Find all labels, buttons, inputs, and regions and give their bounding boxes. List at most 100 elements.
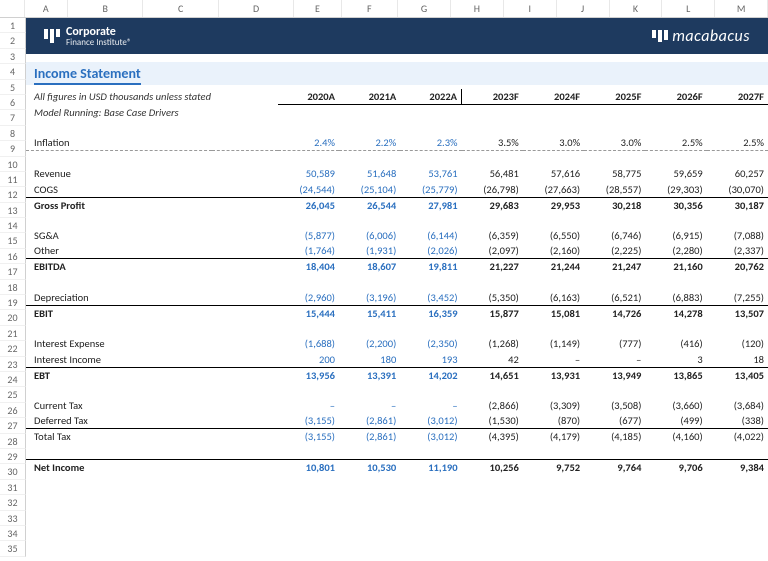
cell-forecast[interactable]: 15,877 — [462, 305, 523, 321]
cell-historical[interactable]: (1,764) — [278, 243, 339, 259]
row-header-cell[interactable]: 11 — [0, 172, 26, 187]
row-header-cell[interactable]: 13 — [0, 203, 26, 218]
row-header-cell[interactable]: 32 — [0, 495, 26, 510]
cell-historical[interactable]: 15,411 — [339, 305, 400, 321]
cell-historical[interactable]: 18,404 — [278, 259, 339, 275]
cell-forecast[interactable]: 15,081 — [523, 305, 584, 321]
cell-historical[interactable]: 11,190 — [400, 460, 461, 476]
row-header-cell[interactable]: 12 — [0, 187, 26, 202]
cell-forecast[interactable]: (3,309) — [523, 398, 584, 413]
cell-historical[interactable]: 27,981 — [400, 197, 461, 213]
cell-forecast[interactable]: (4,160) — [645, 429, 706, 445]
col-header-cell[interactable]: F — [342, 0, 399, 17]
cell-forecast[interactable]: 14,278 — [645, 305, 706, 321]
cell-forecast[interactable]: (7,088) — [707, 228, 768, 243]
col-header-cell[interactable]: A — [25, 0, 68, 17]
cell-historical[interactable]: 15,444 — [278, 305, 339, 321]
cell-forecast[interactable]: 56,481 — [462, 166, 523, 181]
cell-forecast[interactable]: 14,726 — [584, 305, 645, 321]
row-header-cell[interactable]: 14 — [0, 218, 26, 233]
cell-historical[interactable]: (3,155) — [278, 413, 339, 429]
row-header-cell[interactable]: 1 — [0, 18, 26, 33]
cell-forecast[interactable]: (1,530) — [462, 413, 523, 429]
cell-forecast[interactable]: 30,218 — [584, 197, 645, 213]
cell-forecast[interactable]: (4,179) — [523, 429, 584, 445]
col-header-cell[interactable]: E — [294, 0, 341, 17]
row-header-cell[interactable]: 15 — [0, 233, 26, 248]
cell-historical[interactable]: 18,607 — [339, 259, 400, 275]
row-header-cell[interactable]: 25 — [0, 387, 26, 402]
cell-forecast[interactable]: (777) — [584, 336, 645, 351]
cell-historical[interactable]: 10,530 — [339, 460, 400, 476]
row-header-cell[interactable]: 17 — [0, 264, 26, 279]
cell-forecast[interactable]: (2,097) — [462, 243, 523, 259]
cell-historical[interactable]: (1,688) — [278, 336, 339, 351]
cell-historical[interactable]: (24,544) — [278, 182, 339, 198]
cell-historical[interactable]: – — [339, 398, 400, 413]
cell-forecast[interactable]: (5,350) — [462, 290, 523, 306]
row-header-cell[interactable]: 4 — [0, 64, 26, 79]
cell-forecast[interactable]: 13,865 — [645, 367, 706, 383]
cell-forecast[interactable]: (6,163) — [523, 290, 584, 306]
cell-historical[interactable]: 14,202 — [400, 367, 461, 383]
col-header-cell[interactable]: G — [398, 0, 451, 17]
cell-forecast[interactable]: 21,227 — [462, 259, 523, 275]
cell-historical[interactable]: 16,359 — [400, 305, 461, 321]
cell-forecast[interactable]: 59,659 — [645, 166, 706, 181]
cell-historical[interactable]: (2,026) — [400, 243, 461, 259]
row-header-cell[interactable]: 27 — [0, 418, 26, 433]
cell-forecast[interactable]: 30,356 — [645, 197, 706, 213]
cell-forecast[interactable]: – — [523, 352, 584, 368]
cell-forecast[interactable]: (28,557) — [584, 182, 645, 198]
cell-forecast[interactable]: 3.0% — [584, 135, 645, 151]
cell-historical[interactable]: (3,196) — [339, 290, 400, 306]
cell-forecast[interactable]: 18 — [707, 352, 768, 368]
cell-forecast[interactable]: (338) — [707, 413, 768, 429]
cell-forecast[interactable]: (6,550) — [523, 228, 584, 243]
cell-historical[interactable]: 200 — [278, 352, 339, 368]
cell-forecast[interactable]: 3.0% — [523, 135, 584, 151]
cell-forecast[interactable]: 58,775 — [584, 166, 645, 181]
col-header-cell[interactable]: C — [143, 0, 218, 17]
cell-historical[interactable]: 26,045 — [278, 197, 339, 213]
row-header-cell[interactable]: 5 — [0, 80, 26, 95]
cell-historical[interactable]: 51,648 — [339, 166, 400, 181]
cell-forecast[interactable]: (2,225) — [584, 243, 645, 259]
cell-historical[interactable]: 2.2% — [339, 135, 400, 151]
cell-forecast[interactable]: (870) — [523, 413, 584, 429]
cell-forecast[interactable]: (2,337) — [707, 243, 768, 259]
cell-forecast[interactable]: (3,508) — [584, 398, 645, 413]
cell-forecast[interactable]: (6,521) — [584, 290, 645, 306]
cell-forecast[interactable]: 13,949 — [584, 367, 645, 383]
cell-forecast[interactable]: 57,616 — [523, 166, 584, 181]
cell-forecast[interactable]: (6,746) — [584, 228, 645, 243]
cell-forecast[interactable]: (1,268) — [462, 336, 523, 351]
cell-forecast[interactable]: 60,257 — [707, 166, 768, 181]
col-header-cell[interactable]: H — [451, 0, 504, 17]
cell-historical[interactable]: (2,350) — [400, 336, 461, 351]
cell-forecast[interactable]: (6,883) — [645, 290, 706, 306]
row-header-cell[interactable]: 33 — [0, 511, 26, 526]
cell-historical[interactable]: (25,104) — [339, 182, 400, 198]
cell-forecast[interactable]: (499) — [645, 413, 706, 429]
cell-historical[interactable]: (3,452) — [400, 290, 461, 306]
col-header-cell[interactable]: L — [662, 0, 715, 17]
cell-historical[interactable]: (3,155) — [278, 429, 339, 445]
cell-forecast[interactable]: (6,359) — [462, 228, 523, 243]
cell-forecast[interactable]: 13,405 — [707, 367, 768, 383]
cell-historical[interactable]: 10,801 — [278, 460, 339, 476]
cell-historical[interactable]: 26,544 — [339, 197, 400, 213]
row-header-cell[interactable]: 26 — [0, 403, 26, 418]
cell-historical[interactable]: (6,144) — [400, 228, 461, 243]
cell-forecast[interactable]: 3.5% — [462, 135, 523, 151]
cell-historical[interactable]: (5,877) — [278, 228, 339, 243]
row-header-cell[interactable]: 6 — [0, 95, 26, 110]
cell-historical[interactable]: 193 — [400, 352, 461, 368]
row-header-cell[interactable]: 16 — [0, 249, 26, 264]
cell-forecast[interactable]: (3,684) — [707, 398, 768, 413]
cell-forecast[interactable]: 2.5% — [707, 135, 768, 151]
row-header-cell[interactable]: 31 — [0, 480, 26, 495]
cell-forecast[interactable]: (27,663) — [523, 182, 584, 198]
row-header-cell[interactable]: 23 — [0, 357, 26, 372]
cell-historical[interactable]: – — [278, 398, 339, 413]
